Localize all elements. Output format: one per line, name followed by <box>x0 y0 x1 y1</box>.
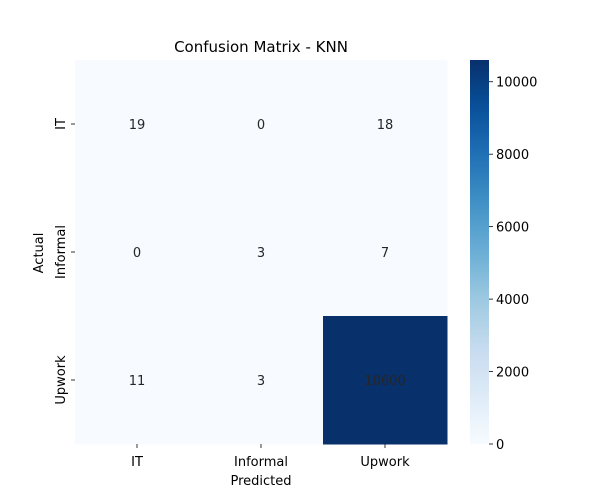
heatmap-cell-label: 0 <box>257 118 265 133</box>
y-tick-label: Upwork <box>54 355 69 405</box>
colorbar-tick-label: 4000 <box>496 293 529 308</box>
heatmap-cell-label: 18 <box>377 118 394 133</box>
x-tick-label: Informal <box>234 455 288 470</box>
heatmap-cell <box>199 316 324 445</box>
heatmap-cell <box>75 60 200 189</box>
heatmap-cell <box>75 188 200 317</box>
heatmap-cell-label: 3 <box>257 246 265 261</box>
heatmap-cell-label: 0 <box>133 246 141 261</box>
colorbar-tick-label: 10000 <box>496 76 537 91</box>
heatmap-cell-label: 7 <box>381 246 389 261</box>
x-tick-label: Upwork <box>360 455 410 470</box>
heatmap-cell <box>323 60 448 189</box>
heatmap-cell-label: 11 <box>129 374 146 389</box>
colorbar-tick-label: 0 <box>496 438 504 453</box>
y-axis-label: Actual <box>32 233 47 274</box>
heatmap-cell-label: 3 <box>257 374 265 389</box>
y-tick-label: IT <box>54 118 69 130</box>
x-tick-label: IT <box>131 455 143 470</box>
chart-title: Confusion Matrix - KNN <box>174 38 348 56</box>
heatmap-cell-labels: 19 0 18 0 3 7 11 3 10600 <box>129 118 406 389</box>
colorbar-ticks: 0 2000 4000 6000 8000 10000 <box>489 76 537 453</box>
colorbar-tick-label: 6000 <box>496 221 529 236</box>
x-axis-ticks: IT Informal Upwork <box>131 444 410 470</box>
heatmap-cell <box>199 188 324 317</box>
heatmap-cell <box>323 316 448 445</box>
heatmap-cell <box>199 60 324 189</box>
heatmap-cell <box>323 188 448 317</box>
colorbar-tick-label: 2000 <box>496 366 529 381</box>
y-axis-ticks: IT Informal Upwork <box>54 118 75 405</box>
x-axis-label: Predicted <box>230 474 291 489</box>
colorbar-tick-label: 8000 <box>496 148 529 163</box>
heatmap-cell <box>75 316 200 445</box>
heatmap-cell-label: 19 <box>129 118 146 133</box>
heatmap-cells <box>75 60 448 445</box>
heatmap-cell-label: 10600 <box>364 374 405 389</box>
y-tick-label: Informal <box>54 225 69 279</box>
colorbar <box>470 60 489 444</box>
